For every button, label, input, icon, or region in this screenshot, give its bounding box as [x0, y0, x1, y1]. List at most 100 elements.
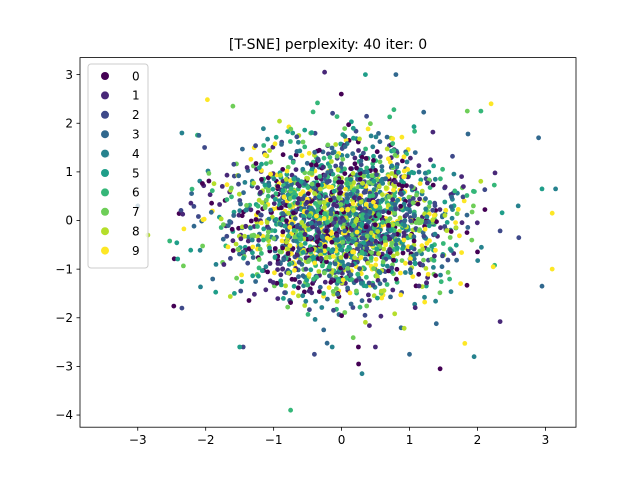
data-point-class-5: [291, 194, 297, 200]
data-point-class-7: [206, 171, 212, 176]
data-point-class-1: [390, 197, 396, 203]
data-point-class-7: [234, 275, 240, 281]
data-point-class-6: [261, 143, 267, 148]
data-point-class-4: [380, 197, 385, 203]
legend-label-4: 4: [132, 147, 140, 161]
data-point-class-6: [348, 276, 354, 282]
data-point-class-5: [371, 153, 376, 159]
data-point-class-1: [275, 267, 280, 272]
data-point-class-4: [422, 170, 428, 176]
data-point-class-9: [248, 156, 254, 162]
data-point-class-3: [279, 142, 284, 147]
data-point-class-4: [240, 249, 246, 255]
data-point-class-0: [302, 289, 307, 295]
data-point-class-5: [418, 177, 424, 183]
data-point-class-0: [363, 156, 369, 161]
data-point-class-0: [313, 162, 319, 168]
data-point-class-2: [339, 161, 344, 167]
data-point-class-4: [385, 263, 390, 269]
data-point-class-2: [445, 257, 451, 263]
data-point-class-8: [312, 191, 317, 196]
data-point-class-5: [256, 165, 262, 171]
data-point-class-1: [390, 287, 396, 293]
data-point-class-6: [167, 238, 173, 244]
data-point-class-7: [336, 195, 342, 201]
data-point-class-6: [327, 154, 333, 160]
data-point-class-5: [375, 295, 380, 301]
data-point-class-5: [431, 163, 436, 169]
data-point-class-7: [285, 164, 291, 170]
data-point-class-1: [349, 262, 355, 268]
data-point-class-1: [416, 163, 422, 169]
data-point-class-3: [464, 212, 470, 218]
legend: 0 1 2 3 4 5 6 7 8 9: [87, 63, 149, 269]
data-point-class-5: [302, 127, 308, 133]
data-point-class-2: [308, 235, 313, 240]
data-point-class-8: [236, 191, 242, 197]
data-point-class-1: [296, 183, 302, 189]
data-point-class-5: [346, 244, 352, 250]
data-point-class-1: [461, 184, 466, 190]
data-point-class-4: [243, 207, 249, 213]
data-point-class-0: [348, 166, 354, 172]
data-point-class-1: [255, 185, 260, 191]
data-point-class-4: [394, 238, 399, 244]
data-point-class-9: [347, 290, 353, 296]
data-point-class-2: [191, 204, 197, 209]
data-point-class-2: [380, 209, 386, 215]
data-point-class-5: [272, 196, 278, 202]
data-point-class-3: [345, 262, 351, 267]
data-point-class-9: [405, 167, 411, 172]
legend-label-1: 1: [132, 89, 140, 103]
data-point-class-6: [265, 193, 271, 199]
data-point-class-6: [380, 219, 386, 225]
data-point-class-6: [431, 258, 437, 263]
data-point-class-3: [412, 213, 417, 219]
legend-label-3: 3: [132, 128, 140, 142]
data-point-class-9: [329, 231, 334, 237]
data-point-class-4: [423, 206, 429, 212]
data-point-class-4: [395, 197, 401, 203]
data-point-class-4: [312, 317, 318, 322]
data-point-class-8: [233, 241, 239, 247]
data-point-class-9: [373, 262, 379, 268]
data-point-class-1: [354, 278, 359, 284]
data-point-class-3: [344, 192, 350, 198]
data-point-class-3: [376, 131, 381, 136]
data-point-class-9: [391, 187, 396, 193]
data-point-class-0: [374, 149, 380, 155]
data-point-class-2: [430, 207, 436, 213]
data-point-class-9: [383, 242, 388, 248]
data-point-class-0: [400, 158, 405, 164]
data-point-class-1: [378, 313, 384, 319]
data-point-class-2: [304, 209, 310, 215]
data-point-class-8: [283, 283, 288, 289]
data-point-class-8: [256, 197, 262, 203]
data-point-class-9: [386, 156, 391, 162]
data-point-class-0: [336, 179, 341, 185]
x-tick-label: −1: [265, 433, 283, 447]
data-point-class-1: [188, 200, 194, 206]
y-tick-label: 2: [65, 116, 73, 130]
data-point-class-9: [306, 272, 312, 277]
data-point-class-7: [371, 266, 376, 271]
data-point-class-0: [400, 250, 406, 256]
legend-marker-6: [101, 188, 109, 197]
data-point-class-4: [277, 198, 282, 204]
data-point-class-9: [490, 264, 496, 270]
data-point-class-4: [379, 168, 385, 174]
data-point-class-3: [210, 276, 216, 282]
data-point-class-6: [363, 146, 368, 152]
data-point-class-7: [364, 303, 370, 309]
data-point-class-3: [268, 207, 273, 213]
y-axis: −4 −3 −2 −1 0 1 2 3: [55, 68, 80, 422]
data-point-class-5: [304, 277, 310, 283]
data-point-class-9: [312, 260, 318, 266]
x-axis: −3 −2 −1 0 1 2 3: [129, 427, 549, 447]
data-point-class-5: [350, 125, 356, 131]
legend-marker-3: [101, 130, 109, 139]
data-point-class-9: [425, 271, 431, 277]
data-point-class-9: [181, 226, 187, 232]
data-point-class-6: [305, 312, 311, 317]
data-point-class-5: [411, 124, 417, 130]
